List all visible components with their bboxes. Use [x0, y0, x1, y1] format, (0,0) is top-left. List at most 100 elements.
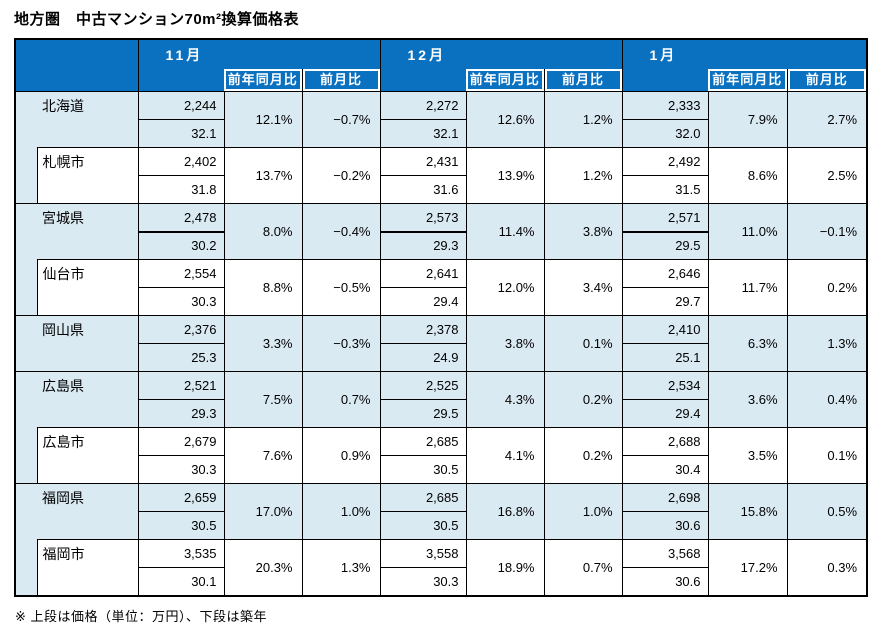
age-cell: 30.4 [621, 455, 709, 484]
price-cell: 2,698 [621, 483, 709, 512]
yoy-header-label: 前年同月比 [466, 69, 544, 91]
yoy-cell: 11.0% [707, 203, 788, 260]
age-cell: 29.3 [137, 399, 225, 428]
yoy-cell: 7.5% [223, 371, 303, 428]
age-cell: 30.3 [137, 287, 225, 316]
mom-cell: −0.5% [301, 259, 381, 316]
price-cell: 2,272 [379, 91, 467, 120]
age-cell: 31.6 [379, 175, 467, 204]
price-table: 11月 12月 1月 前年同月比 前月比 前年同月比 前月比 前年同月比 前月比… [14, 38, 869, 597]
price-cell: 2,554 [137, 259, 225, 288]
table-row: 岡山県 2,376 3.3% −0.3% 2,378 3.8% 0.1% 2,4… [14, 315, 868, 372]
yoy-cell: 3.5% [707, 427, 788, 484]
yoy-cell: 18.9% [465, 539, 545, 596]
price-cell: 2,378 [379, 315, 467, 344]
mom-cell: 2.7% [786, 91, 868, 148]
prefecture-name-cell: 福岡県 [37, 483, 139, 540]
age-cell: 31.8 [137, 175, 225, 204]
yoy-cell: 11.7% [707, 259, 788, 316]
mom-cell: −0.3% [301, 315, 381, 372]
city-name-cell: 札幌市 [36, 147, 139, 204]
mom-cell: 1.0% [301, 483, 381, 540]
table-row: 宮城県 2,478 8.0% −0.4% 2,573 11.4% 3.8% 2,… [14, 203, 868, 316]
price-cell: 2,573 [379, 203, 467, 232]
yoy-header-label: 前年同月比 [224, 69, 302, 91]
age-cell: 25.1 [621, 343, 709, 372]
header-row-sublabels: 前年同月比 前月比 前年同月比 前月比 前年同月比 前月比 [15, 69, 868, 92]
age-cell: 29.5 [621, 230, 709, 260]
yoy-cell: 8.6% [707, 147, 788, 204]
mom-cell: 2.5% [786, 147, 868, 204]
price-cell: 2,521 [137, 371, 225, 400]
header-blank [137, 69, 224, 92]
table-row: 仙台市 2,554 8.8% −0.5% 2,641 12.0% 3.4% 2,… [15, 259, 868, 316]
corner-header [15, 39, 139, 92]
mom-cell: 0.3% [786, 539, 868, 596]
price-cell: 2,688 [621, 427, 709, 456]
table-row: 30.3 30.5 30.4 [15, 455, 867, 484]
price-cell: 2,492 [621, 147, 709, 176]
table-row: 30.1 30.3 30.6 [15, 567, 867, 596]
header-blank [379, 69, 466, 92]
yoy-cell: 15.8% [707, 483, 788, 540]
yoy-cell: 3.6% [707, 371, 788, 428]
yoy-cell: 17.2% [707, 539, 788, 596]
age-cell: 30.5 [379, 511, 467, 540]
table-row: 札幌市 2,402 13.7% −0.2% 2,431 13.9% 1.2% 2… [15, 147, 868, 204]
price-cell: 2,534 [621, 371, 709, 400]
yoy-cell: 13.9% [465, 147, 545, 204]
mom-cell: 1.2% [543, 147, 623, 204]
prefecture-name-cell: 岡山県 [37, 315, 139, 372]
mom-cell: 0.2% [786, 259, 868, 316]
table-row: 32.1 32.1 32.0 [15, 119, 867, 148]
city-name-cell: 仙台市 [36, 259, 139, 316]
age-cell: 30.6 [621, 511, 709, 540]
price-cell: 3,535 [137, 539, 225, 568]
yoy-cell: 7.9% [707, 91, 788, 148]
mom-header: 前月比 [786, 69, 868, 92]
table-row: 25.3 24.9 25.1 [15, 343, 867, 372]
price-cell: 3,558 [379, 539, 467, 568]
mom-header: 前月比 [543, 69, 623, 92]
price-cell: 2,478 [137, 203, 225, 232]
prefecture-name-cell: 北海道 [37, 91, 139, 148]
mom-cell: 0.2% [543, 427, 623, 484]
yoy-cell: 3.3% [223, 315, 303, 372]
mom-cell: −0.4% [301, 203, 381, 260]
mom-cell: −0.2% [301, 147, 381, 204]
mom-cell: 0.1% [543, 315, 623, 372]
mom-cell: 0.2% [543, 371, 623, 428]
yoy-header: 前年同月比 [224, 69, 302, 92]
table-row: 30.5 30.5 30.6 [15, 511, 867, 540]
price-cell: 2,679 [137, 427, 225, 456]
table-row: 広島県 2,521 7.5% 0.7% 2,525 4.3% 0.2% 2,53… [14, 371, 868, 484]
mom-cell: 1.2% [543, 91, 623, 148]
age-cell: 32.0 [621, 119, 709, 148]
footnote: ※ 上段は価格（単位：万円）、下段は築年 [15, 608, 268, 624]
indent-strip [14, 91, 37, 204]
age-cell: 25.3 [137, 343, 225, 372]
age-cell: 30.6 [621, 567, 709, 596]
age-cell: 32.1 [379, 119, 467, 148]
yoy-cell: 4.1% [465, 427, 545, 484]
yoy-cell: 17.0% [223, 483, 303, 540]
indent-strip [14, 315, 37, 372]
yoy-cell: 3.8% [465, 315, 545, 372]
yoy-cell: 7.6% [223, 427, 303, 484]
prefecture-name-cell: 宮城県 [37, 203, 139, 260]
table-title: 地方圏 中古マンション70m²換算価格表 [14, 11, 300, 28]
table-row: 広島市 2,679 7.6% 0.9% 2,685 4.1% 0.2% 2,68… [15, 427, 868, 484]
price-cell: 2,431 [379, 147, 467, 176]
price-cell: 2,571 [621, 203, 709, 232]
age-cell: 29.3 [379, 230, 467, 260]
mom-header-label: 前月比 [544, 69, 622, 91]
table-row: 北海道 2,244 12.1% −0.7% 2,272 12.6% 1.2% 2… [14, 91, 868, 204]
yoy-cell: 12.6% [465, 91, 545, 148]
prefecture-name-cell: 広島県 [37, 371, 139, 428]
mom-cell: 3.8% [543, 203, 623, 260]
table-row: 31.8 31.6 31.5 [15, 175, 867, 204]
mom-cell: 0.7% [543, 539, 623, 596]
header-blank [621, 69, 709, 92]
mom-header: 前月比 [301, 69, 380, 92]
